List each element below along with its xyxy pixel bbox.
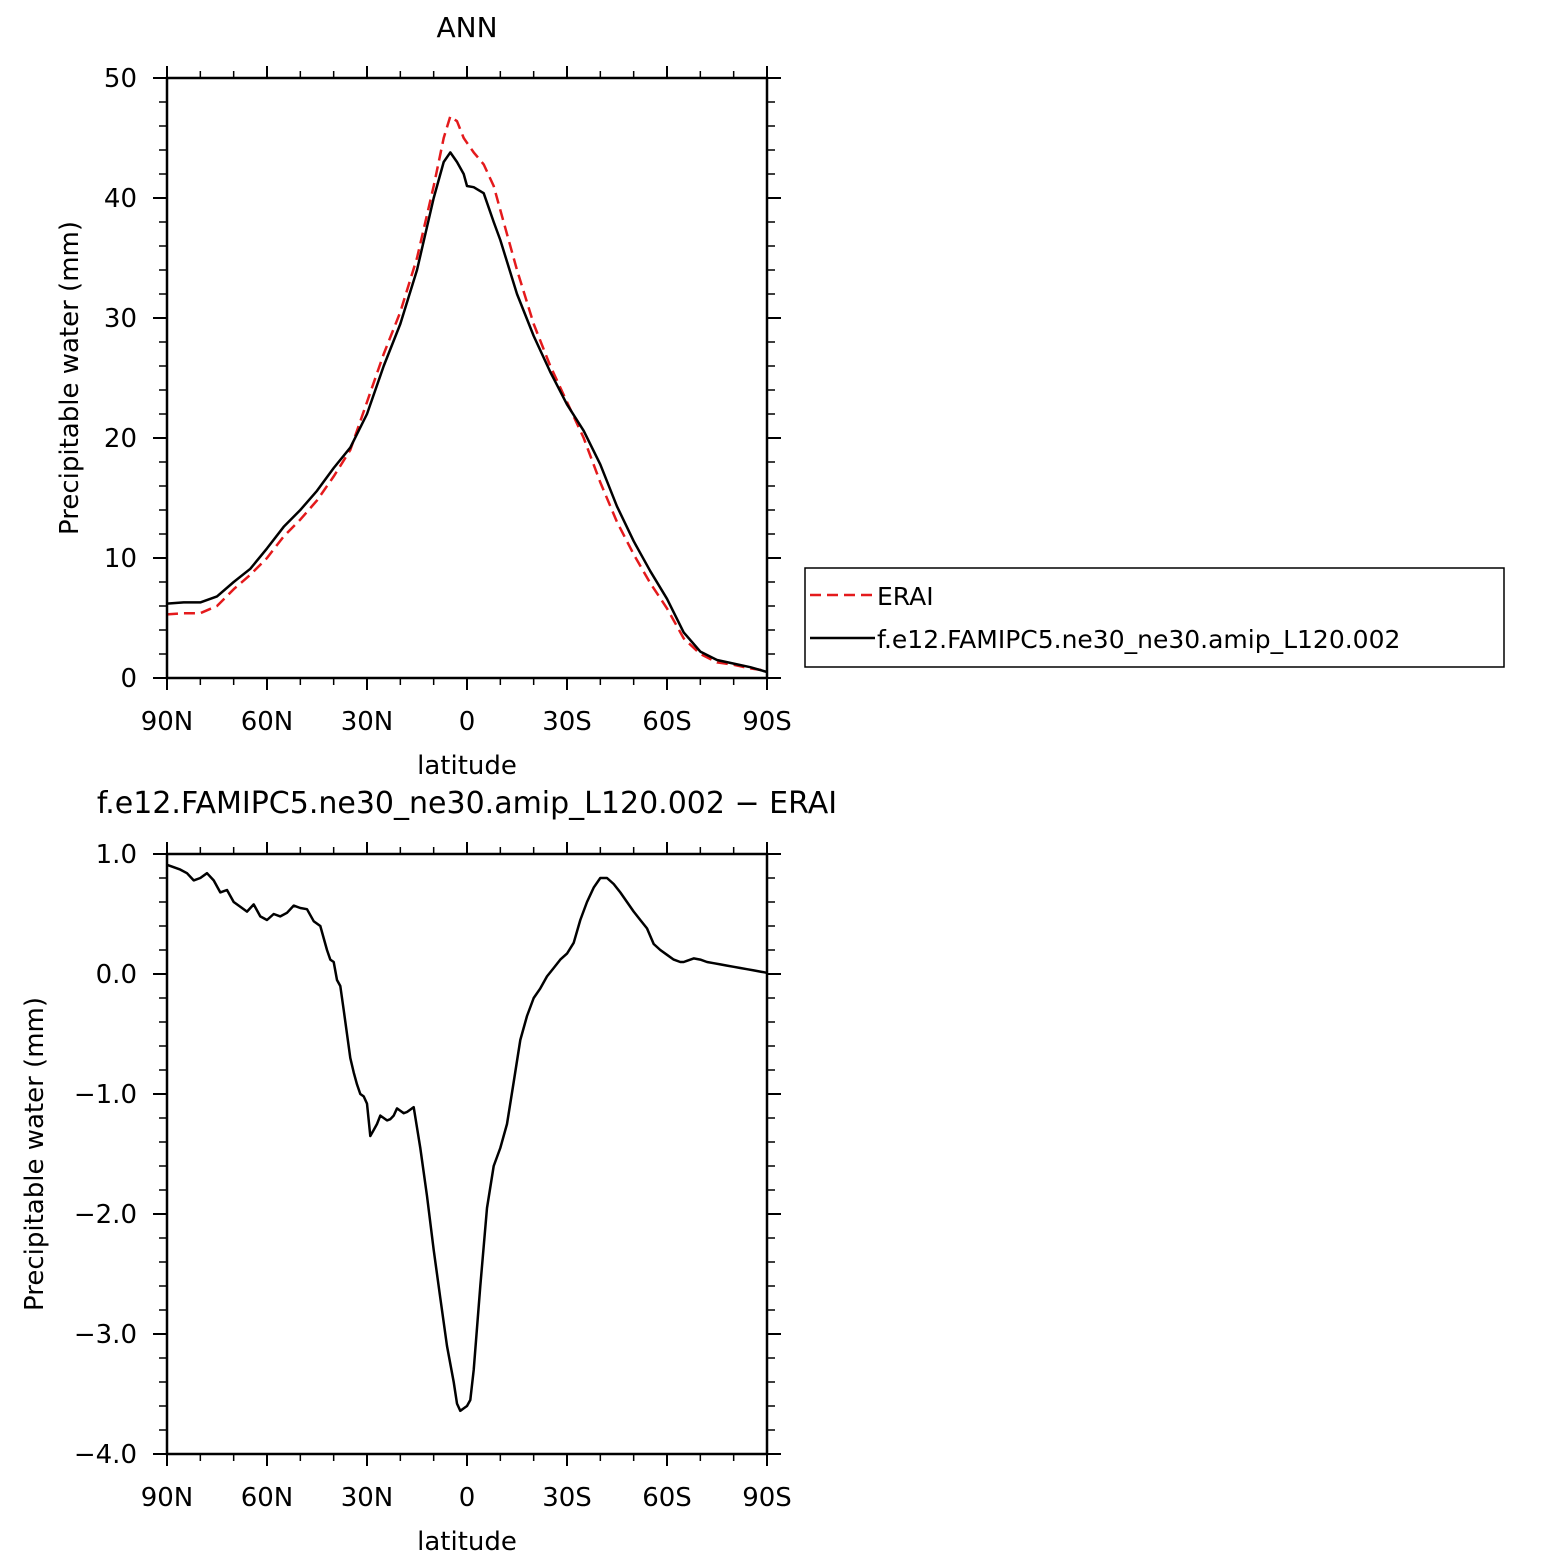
top-chart-y-axis-label: Precipitable water (mm) [55,221,85,535]
bottom-chart-y-tick-label: −1.0 [74,1080,137,1110]
top-chart-y-tick-label: 30 [104,304,137,334]
top-chart-frame [165,76,769,680]
bottom-chart-panel: f.e12.FAMIPC5.ne30_ne30.amip_L120.002 − … [20,786,837,1557]
bottom-chart-x-axis-label: latitude [417,1527,517,1557]
bottom-chart-series [166,863,768,1413]
top-chart-x-tick-label: 90N [141,707,194,737]
bottom-chart-y-tick-label: −3.0 [74,1320,137,1350]
bottom-chart-x-tick-label: 30N [341,1483,394,1513]
bottom-chart-x-tick-label: 30S [542,1483,592,1513]
top-chart-x-tick-label: 60N [241,707,294,737]
bottom-chart-x-tick-label: 60S [642,1483,692,1513]
legend-box [804,567,1505,668]
bottom-chart-x-tick-label: 60N [241,1483,294,1513]
top-chart-y-tick-label: 20 [104,424,137,454]
top-chart-x-axis-label: latitude [417,751,517,781]
bottom-chart-y-axis-label: Precipitable water (mm) [20,997,50,1311]
bottom-chart-x-tick-label: 90S [742,1483,792,1513]
difference-series-line [166,863,768,1413]
top-chart-x-tick-label: 60S [642,707,692,737]
bottom-chart-ticks: 90N 60N 30N 0 30S 60S 90S 1.0 0.0 −1.0 −2.0 −3.0 −4.… [74,840,792,1513]
top-chart-y-tick-label: 50 [104,64,137,94]
bottom-chart-frame [165,852,769,1456]
top-chart-y-tick-label: 10 [104,544,137,574]
legend-label-model: f.e12.FAMIPC5.ne30_ne30.amip_L120.002 [877,625,1400,654]
top-chart-x-tick-label: 0 [459,707,476,737]
top-chart-x-tick-label: 90S [742,707,792,737]
top-chart-title: ANN [436,11,497,44]
top-chart-y-tick-label: 40 [104,184,137,214]
erai-series-line [166,115,768,673]
legend-label-erai: ERAI [877,582,934,611]
model-series-line [166,151,768,674]
top-chart-series [166,115,768,674]
bottom-chart-title: f.e12.FAMIPC5.ne30_ne30.amip_L120.002 − … [97,786,837,821]
bottom-chart-y-tick-label: −2.0 [74,1200,137,1230]
top-chart-x-tick-label: 30N [341,707,394,737]
bottom-chart-x-tick-label: 0 [459,1483,476,1513]
top-chart-panel: ANN Precipitable water (mm) latitude 90N… [55,11,792,781]
bottom-chart-y-tick-label: −4.0 [74,1440,137,1470]
top-chart-x-tick-label: 30S [542,707,592,737]
top-chart-y-tick-label: 0 [120,664,137,694]
top-chart-ticks: 90N 60N 30N 0 30S 60S 90S 0 10 20 30 40 50 [104,64,792,737]
bottom-chart-y-tick-label: 0.0 [96,960,137,990]
bottom-chart-x-tick-label: 90N [141,1483,194,1513]
bottom-chart-y-tick-label: 1.0 [96,840,137,870]
legend: ERAI f.e12.FAMIPC5.ne30_ne30.amip_L120.0… [804,567,1505,668]
